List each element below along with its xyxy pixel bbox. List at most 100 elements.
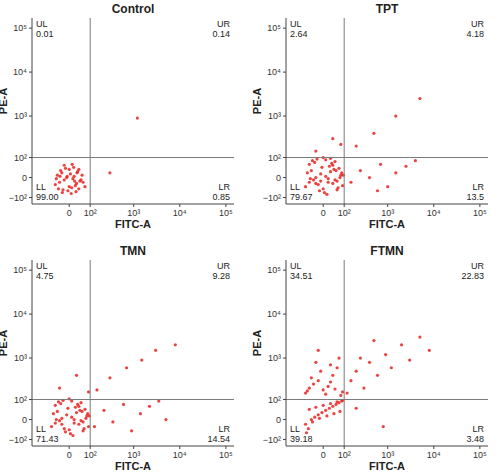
event-dot <box>314 176 317 179</box>
event-dot <box>136 116 139 119</box>
quadrant-value: 2.64 <box>290 29 308 39</box>
event-dot <box>329 170 332 173</box>
y-tick-label: −10² <box>263 193 281 203</box>
event-dot <box>322 388 325 391</box>
x-tick-label: 10³ <box>381 208 394 218</box>
event-dot <box>331 405 334 408</box>
event-dot <box>314 406 317 409</box>
event-dot <box>319 179 322 182</box>
y-axis-label: PE-A <box>0 88 9 114</box>
event-dot <box>428 349 431 352</box>
panel-title: FTMN <box>370 244 403 258</box>
y-tick <box>283 399 286 400</box>
event-dot <box>318 189 321 192</box>
x-tick-label: 10³ <box>127 450 140 460</box>
x-tick <box>433 446 434 449</box>
y-tick-label: 10⁵ <box>267 265 281 275</box>
x-tick-label: 10⁵ <box>219 450 233 460</box>
quadrant-label: LL <box>290 424 300 434</box>
event-dot <box>72 166 75 169</box>
quadrant-label: UR <box>471 19 484 29</box>
event-dot <box>68 168 71 171</box>
event-dot <box>93 425 96 428</box>
event-dot <box>306 171 309 174</box>
y-tick-label: 10⁴ <box>267 309 281 319</box>
y-tick-label: 10⁴ <box>13 67 27 77</box>
event-dot <box>338 176 341 179</box>
event-dot <box>314 361 317 364</box>
event-dot <box>390 366 393 369</box>
event-dot <box>319 370 322 373</box>
x-tick-label: 0 <box>321 208 326 218</box>
event-dot <box>418 97 421 100</box>
x-tick-label: 10³ <box>381 450 394 460</box>
event-dot <box>327 177 330 180</box>
gate-line-y <box>286 399 488 400</box>
event-dot <box>328 165 331 168</box>
figure: Control010²10³10⁴10⁵−10²010²10³10⁴10⁵FIT… <box>0 0 500 474</box>
event-dot <box>318 417 321 420</box>
event-dot <box>130 429 133 432</box>
y-tick-label: −10² <box>263 435 281 445</box>
event-dot <box>335 366 338 369</box>
event-dot <box>306 389 309 392</box>
event-dot <box>324 393 327 396</box>
event-dot <box>83 185 86 188</box>
event-dot <box>311 159 314 162</box>
x-tick-label: 10⁴ <box>173 208 187 218</box>
event-dot <box>331 137 334 140</box>
event-dot <box>304 185 307 188</box>
quadrant-label: UR <box>217 19 230 29</box>
event-dot <box>324 175 327 178</box>
event-dot <box>333 178 336 181</box>
event-dot <box>307 427 310 430</box>
event-dot <box>324 158 327 161</box>
event-dot <box>309 177 312 180</box>
y-tick <box>29 314 32 315</box>
event-dot <box>372 339 375 342</box>
event-dot <box>60 423 63 426</box>
event-dot <box>56 410 59 413</box>
x-tick <box>179 204 180 207</box>
event-dot <box>59 169 62 172</box>
quadrant-label: LL <box>36 424 46 434</box>
y-axis <box>286 260 287 446</box>
event-dot <box>70 186 73 189</box>
event-dot <box>418 335 421 338</box>
event-dot <box>320 166 323 169</box>
event-dot <box>122 403 125 406</box>
event-dot <box>322 404 325 407</box>
event-dot <box>384 353 387 356</box>
x-tick <box>387 204 388 207</box>
y-tick <box>283 270 286 271</box>
x-tick <box>323 446 324 449</box>
event-dot <box>65 413 68 416</box>
event-dot <box>311 420 314 423</box>
event-dot <box>73 418 76 421</box>
event-dot <box>382 425 385 428</box>
y-tick <box>29 270 32 271</box>
event-dot <box>376 189 379 192</box>
x-tick <box>179 446 180 449</box>
gate-line-x <box>90 18 91 204</box>
event-dot <box>329 402 332 405</box>
y-tick <box>283 177 286 178</box>
quadrant-label: LL <box>36 182 46 192</box>
panel: TPT010²10³10⁴10⁵−10²010²10³10⁴10⁵FITC-AP… <box>251 2 488 230</box>
quadrant-value: 39.18 <box>290 434 313 444</box>
event-dot <box>308 181 311 184</box>
event-dot <box>64 167 67 170</box>
event-dot <box>68 428 71 431</box>
event-dot <box>66 175 69 178</box>
y-tick-label: 10³ <box>268 353 281 363</box>
event-dot <box>81 181 84 184</box>
event-dot <box>334 169 337 172</box>
event-dot <box>322 187 325 190</box>
plot-area <box>32 18 234 204</box>
quadrant-label: UL <box>36 261 48 271</box>
gate-line-x <box>344 260 345 446</box>
event-dot <box>355 370 358 373</box>
y-tick-label: 10² <box>14 395 27 405</box>
panel: FTMN010²10³10⁴10⁵−10²010²10³10⁴10⁵FITC-A… <box>251 244 488 472</box>
y-tick <box>283 314 286 315</box>
